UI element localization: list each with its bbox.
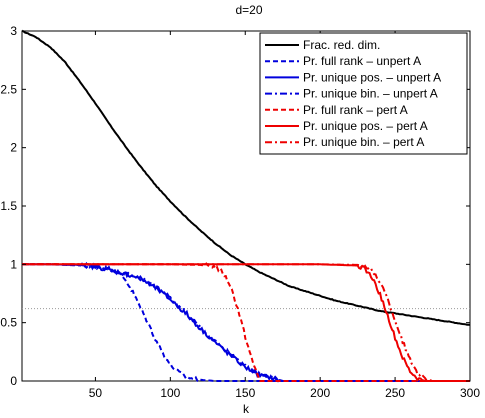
- y-tick-label: 1.5: [0, 199, 17, 213]
- y-tick-label: 0.5: [0, 316, 17, 330]
- x-tick-label: 300: [460, 386, 480, 400]
- legend-box: [259, 32, 468, 155]
- series-line: [22, 263, 470, 382]
- legend-label: Pr. full rank – pert A: [303, 103, 408, 117]
- x-tick-label: 250: [385, 386, 405, 400]
- legend-label: Pr. full rank – unpert A: [303, 54, 421, 68]
- legend-label: Pr. unique bin. – pert A: [303, 135, 424, 149]
- x-tick-label: 50: [89, 386, 103, 400]
- legend-label: Pr. unique pos. – pert A: [303, 119, 428, 133]
- chart-title: d=20: [235, 3, 262, 17]
- x-tick-label: 200: [310, 386, 330, 400]
- y-tick-label: 1: [10, 257, 17, 271]
- y-tick-label: 2: [10, 141, 17, 155]
- y-tick-label: 0: [10, 374, 17, 388]
- x-tick-label: 100: [160, 386, 180, 400]
- legend-label: Pr. unique bin. – unpert A: [303, 87, 438, 101]
- y-tick-label: 2.5: [0, 82, 17, 96]
- legend-label: Pr. unique pos. – unpert A: [303, 70, 441, 84]
- x-tick-label: 150: [235, 386, 255, 400]
- legend-label: Frac. red. dim.: [303, 38, 380, 52]
- legend: Frac. red. dim. Pr. full rank – unpert A P…: [259, 32, 468, 155]
- tick-layer: 50 100 150 200 250 300 0 0.5 1 1.5 2 2.5 3: [0, 24, 480, 400]
- y-tick-label: 3: [10, 24, 17, 38]
- x-axis-label: k: [243, 402, 250, 416]
